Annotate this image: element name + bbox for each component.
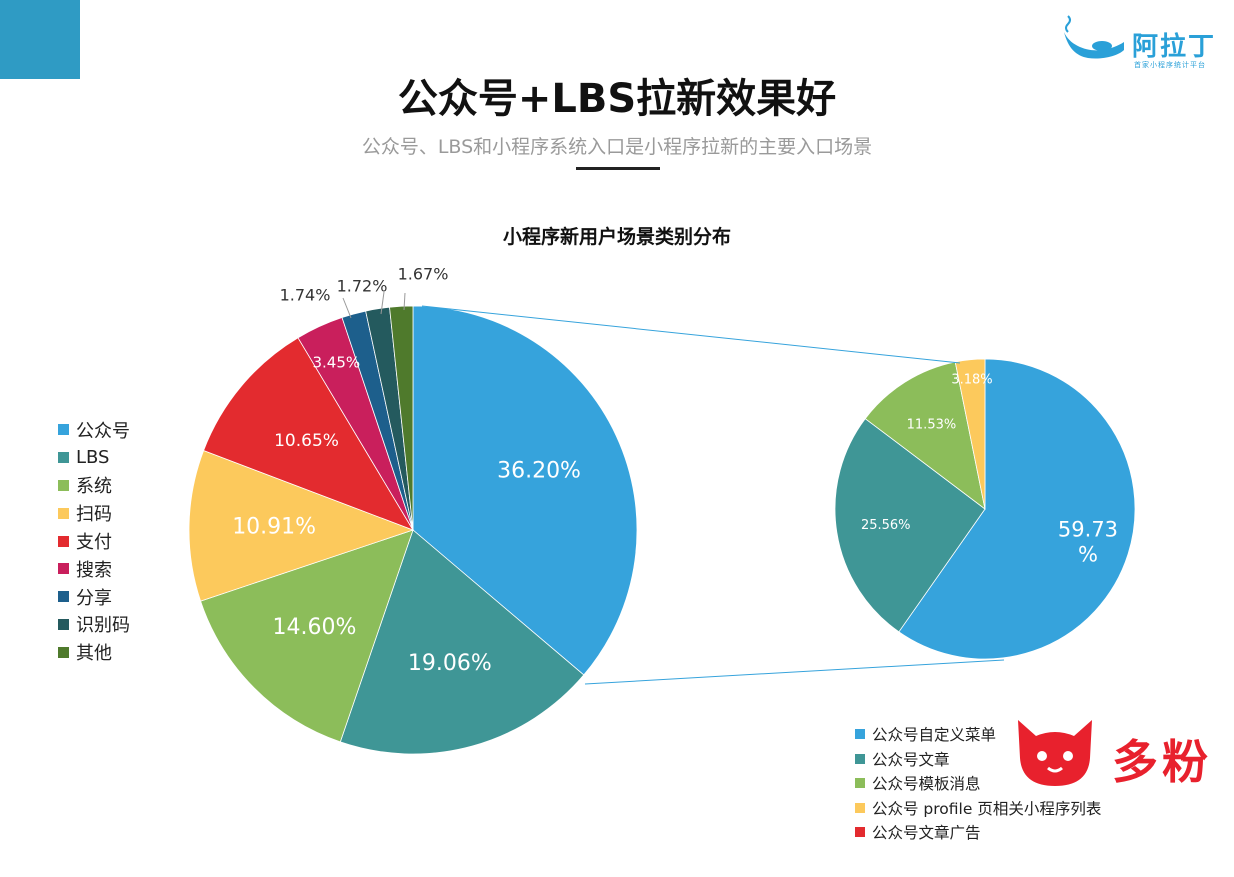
pie-slice-1 xyxy=(412,305,638,676)
main-legend-label: 分享 xyxy=(76,587,112,609)
main-legend-swatch xyxy=(58,507,69,519)
pie-label-1: 36.20% xyxy=(497,459,581,484)
page-subtitle: 公众号、LBS和小程序系统入口是小程序拉新的主要入口场景 xyxy=(361,136,873,158)
sub-legend-item: 公众号自定义菜单 xyxy=(855,722,1101,747)
sub-pie-legend: 公众号自定义菜单 公众号文章公众号模板消息公众号 profile 页相关小程序列表… xyxy=(855,722,1101,845)
pie-label-2: 19.06% xyxy=(408,651,492,676)
main-pie-legend: 公众号 LBS 系统扫码支付搜索分享识别码其他 xyxy=(58,416,130,666)
main-legend-item: 扫码 xyxy=(58,499,130,527)
main-legend-label: LBS xyxy=(76,447,110,469)
main-legend-label: 公众号 xyxy=(76,420,130,442)
sub-legend-label: 公众号自定义菜单 xyxy=(872,726,997,745)
chart-title: 小程序新用户场景类别分布 xyxy=(502,226,731,248)
pie-slice-9 xyxy=(389,305,414,531)
main-legend-swatch xyxy=(58,563,69,575)
sub-pie-label-3: 11.53% xyxy=(907,418,957,433)
aladdin-lamp-icon xyxy=(1064,15,1124,59)
connector-line-bottom xyxy=(584,659,1005,685)
sub-legend-item: 公众号模板消息 xyxy=(855,771,1101,796)
main-pie: 36.20% 19.06% 14.60% 10.91% 10.65% 3.45% 1.74%… xyxy=(188,265,638,755)
main-legend-label: 其他 xyxy=(76,643,112,665)
main-legend-swatch xyxy=(58,646,69,658)
main-legend-item: 其他 xyxy=(58,638,130,666)
pie-slice-2 xyxy=(339,529,585,755)
sub-legend-label: 公众号模板消息 xyxy=(872,775,981,794)
main-legend-item: 公众号 xyxy=(58,416,130,444)
sub-pie-label-4: 3.18% xyxy=(951,373,992,388)
pie-label-7: 1.74% xyxy=(280,286,331,305)
sub-legend-label: 公众号文章 xyxy=(872,750,950,769)
sub-legend-item: 公众号文章 xyxy=(855,747,1101,772)
pie-slice-3 xyxy=(200,529,414,743)
main-legend-swatch xyxy=(58,535,69,547)
main-legend-item: 识别码 xyxy=(58,611,130,639)
main-legend-swatch xyxy=(58,424,69,436)
leader-line-7 xyxy=(342,297,352,319)
sub-pie-label-1: 59.73% xyxy=(1058,517,1118,566)
pie-label-4: 10.91% xyxy=(232,514,316,539)
pie-label-5: 10.65% xyxy=(274,431,339,451)
sub-pie-slice-3 xyxy=(864,361,986,510)
sub-legend-swatch xyxy=(855,827,865,838)
main-legend-item: 支付 xyxy=(58,527,130,555)
cat-face-icon xyxy=(1018,720,1092,786)
main-legend-swatch xyxy=(58,479,69,491)
main-legend-item: LBS xyxy=(58,444,130,472)
sub-legend-label: 公众号 profile 页相关小程序列表 xyxy=(872,799,1102,818)
logo-brand-text: 阿拉丁 xyxy=(1132,32,1217,62)
sub-pie-slice-2 xyxy=(834,418,986,633)
main-legend-item: 搜索 xyxy=(58,555,130,583)
connector-line-top xyxy=(421,305,961,364)
pie-label-3: 14.60% xyxy=(272,615,356,640)
main-legend-item: 分享 xyxy=(58,583,130,611)
logo-subtext: 首家小程序统计平台 xyxy=(1134,61,1206,69)
pie-slice-4 xyxy=(188,450,415,602)
connector-lines xyxy=(421,305,1005,685)
main-legend-item: 系统 xyxy=(58,472,130,500)
title-divider xyxy=(576,167,660,170)
main-legend-label: 系统 xyxy=(76,476,112,498)
main-legend-label: 支付 xyxy=(76,532,112,554)
sub-legend-label: 公众号文章广告 xyxy=(872,824,981,843)
pie-label-8: 1.72% xyxy=(337,277,388,296)
sub-pie: 59.73 % 25.56% 11.53% 3.18% xyxy=(834,358,1136,660)
main-legend-label: 识别码 xyxy=(76,615,130,637)
main-legend-swatch xyxy=(58,591,69,603)
page-title: 公众号+LBS拉新效果好 xyxy=(397,76,837,122)
leader-line-9 xyxy=(403,292,406,311)
sub-legend-swatch xyxy=(855,753,865,764)
leader-line-8 xyxy=(380,291,385,315)
main-legend-label: 搜索 xyxy=(76,559,112,581)
pie-label-6: 3.45% xyxy=(312,354,360,372)
sub-legend-item: 公众号文章广告 xyxy=(855,820,1101,845)
main-legend-label: 扫码 xyxy=(76,504,112,526)
sub-legend-swatch xyxy=(855,729,865,740)
corner-accent-block xyxy=(0,0,80,79)
pie-slice-5 xyxy=(203,337,414,531)
sub-legend-item: 公众号 profile 页相关小程序列表 xyxy=(855,796,1101,821)
sub-pie-label-2: 25.56% xyxy=(861,518,911,533)
pie-label-9: 1.67% xyxy=(398,265,449,284)
sub-legend-swatch xyxy=(855,802,865,813)
main-legend-swatch xyxy=(58,452,69,464)
sub-legend-swatch xyxy=(855,778,865,789)
main-legend-swatch xyxy=(58,618,69,630)
sub-pie-slice-1 xyxy=(898,358,1136,660)
sub-pie-slice-4 xyxy=(954,358,986,510)
duofen-brand-text: 多粉 xyxy=(1112,735,1212,789)
